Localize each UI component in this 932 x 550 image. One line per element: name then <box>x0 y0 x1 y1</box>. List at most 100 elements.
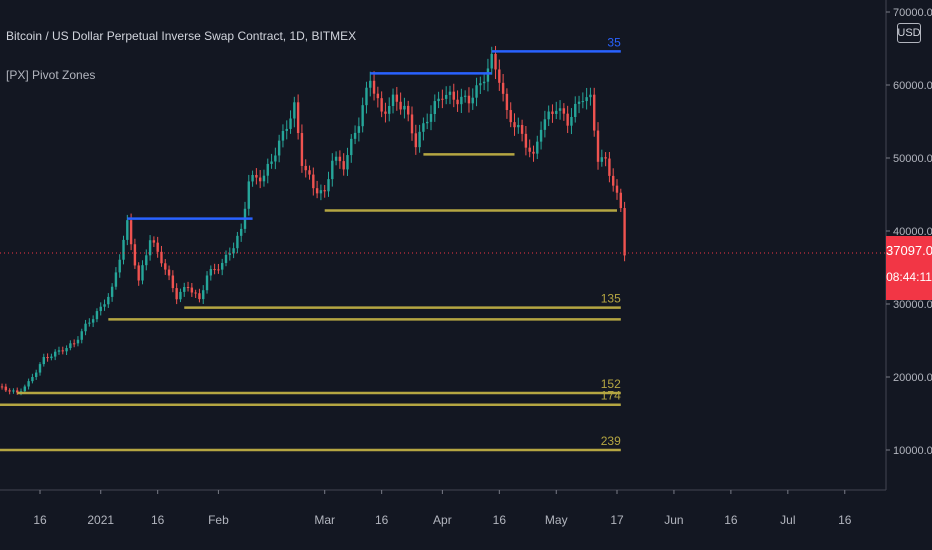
time-tick-label: 17 <box>610 513 624 527</box>
candle-down <box>608 158 611 176</box>
candle-up <box>285 128 288 131</box>
candle-up <box>331 160 334 180</box>
candle-down <box>0 386 4 388</box>
candle-down <box>4 386 8 391</box>
price-tick-label: 60000.0 <box>893 80 932 92</box>
candle-down <box>395 94 399 102</box>
candle-up <box>585 97 588 102</box>
candle-up <box>141 265 144 281</box>
candle-up <box>126 220 129 240</box>
currency-badge[interactable]: USD <box>897 23 921 43</box>
candle-down <box>604 157 607 159</box>
candle-up <box>145 255 148 266</box>
candle-up <box>536 141 539 154</box>
candle-down <box>156 242 159 252</box>
candle-down <box>562 108 566 114</box>
candle-up <box>357 126 361 133</box>
price-tick-label: 30000.0 <box>893 299 932 311</box>
candle-down <box>312 174 315 189</box>
price-tick-label: 70000.0 <box>893 7 932 19</box>
candle-up <box>581 101 585 103</box>
candle-down <box>593 94 596 131</box>
candle-down <box>217 269 220 271</box>
price-tick-label: 40000.0 <box>893 226 932 238</box>
candle-up <box>236 235 239 249</box>
candle-up <box>239 228 243 236</box>
candle-up <box>38 364 42 373</box>
candle-up <box>23 386 27 392</box>
candle-up <box>543 119 547 130</box>
candle-down <box>380 98 383 112</box>
candle-up <box>110 286 114 297</box>
candle-up <box>346 155 349 170</box>
candle-up <box>293 102 296 119</box>
candle-up <box>232 248 235 254</box>
candle-down <box>258 177 262 182</box>
candle-up <box>463 95 467 97</box>
zone-label: 152 <box>601 377 621 391</box>
candle-down <box>456 99 459 105</box>
candle-up <box>69 343 72 349</box>
candle-up <box>289 118 292 129</box>
candlestick-series <box>0 45 626 396</box>
candle-up <box>50 356 53 359</box>
candle-up <box>84 323 87 332</box>
candle-down <box>342 161 345 170</box>
indicator-title[interactable]: [PX] Pivot Zones <box>6 68 96 82</box>
candle-down <box>137 265 140 281</box>
price-tick-label: 50000.0 <box>893 153 932 165</box>
candle-down <box>171 275 175 289</box>
candle-up <box>251 174 254 182</box>
candle-up <box>205 275 209 291</box>
candle-up <box>425 121 429 124</box>
candle-up <box>103 304 106 307</box>
candle-up <box>482 81 486 84</box>
candle-up <box>221 262 224 270</box>
time-tick-label: 16 <box>493 513 507 527</box>
candle-up <box>53 351 57 357</box>
candle-up <box>65 348 68 352</box>
candle-up <box>118 259 121 273</box>
candle-up <box>80 331 83 340</box>
candle-down <box>160 251 163 264</box>
candle-down <box>498 69 501 83</box>
symbol-title[interactable]: Bitcoin / US Dollar Perpetual Inverse Sw… <box>6 29 357 43</box>
candle-down <box>623 208 626 256</box>
candle-up <box>350 138 353 156</box>
price-axis[interactable]: 70000.0 60000.0 50000.0 40000.0 30000.0 20000… <box>886 7 932 457</box>
candle-up <box>490 53 493 69</box>
candle-down <box>407 105 410 115</box>
candle-up <box>418 131 421 148</box>
candle-down <box>323 190 326 192</box>
candle-down <box>190 287 194 293</box>
last-price-tag: 37097.0 08:44:11 <box>886 236 932 300</box>
candle-up <box>475 85 478 98</box>
time-tick-label: 16 <box>724 513 738 527</box>
candle-down <box>167 269 171 276</box>
candle-down <box>186 287 190 289</box>
candle-up <box>558 108 562 111</box>
candle-down <box>410 114 414 134</box>
candle-down <box>524 133 528 148</box>
candle-up <box>555 110 558 114</box>
candle-up <box>403 105 406 110</box>
time-tick-label: Jul <box>780 513 795 527</box>
candle-up <box>319 190 323 194</box>
candle-down <box>566 113 569 126</box>
time-tick-label: 16 <box>151 513 165 527</box>
candle-up <box>91 319 95 323</box>
candle-down <box>372 80 376 94</box>
candle-up <box>228 253 232 255</box>
candle-down <box>501 82 505 94</box>
candle-down <box>509 110 512 123</box>
zone-label: 35 <box>607 35 621 49</box>
candle-down <box>304 165 307 171</box>
time-axis[interactable]: 16 2021 16 Feb Mar 16 Apr 16 May 17 Jun 16 Jul 16 <box>33 490 852 527</box>
candle-up <box>262 175 266 182</box>
time-tick-label: Mar <box>314 513 335 527</box>
candle-up <box>444 94 448 99</box>
candle-down <box>194 292 197 294</box>
candle-up <box>429 114 433 122</box>
